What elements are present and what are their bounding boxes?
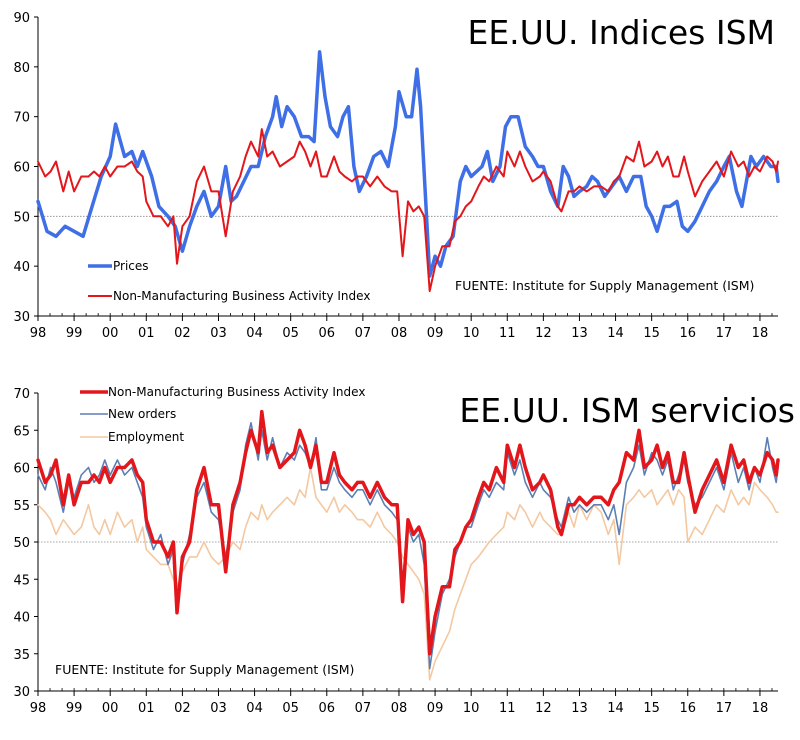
y-tick-label: 30	[13, 310, 30, 325]
x-tick-label: 10	[463, 326, 480, 341]
ism-services-chart: 30 35 40 45 50 55 60 65 70 98 99 00 01 02 03 04 05 06 07 08…	[0, 370, 800, 740]
series-line-prices	[36, 50, 780, 278]
x-tick-label: 12	[535, 701, 552, 716]
series-line-non-manufacturing-business-activity-index	[36, 409, 780, 656]
x-tick-label: 03	[210, 701, 227, 716]
y-tick-label: 45	[13, 573, 30, 588]
ism-indices-chart: 30 40 50 60 70 80 90 98 99 00 01 02 03 04 05 06 07 08 09 10…	[0, 0, 800, 360]
y-tick-label: 70	[13, 111, 30, 126]
chart-title: EE.UU. Indices ISM	[467, 13, 775, 52]
y-tick-label: 90	[13, 11, 30, 26]
x-tick-label: 06	[319, 326, 336, 341]
legend: Non-Manufacturing Business Activity Inde…	[80, 385, 365, 444]
x-tick-label: 02	[174, 326, 191, 341]
x-tick-label: 01	[138, 326, 155, 341]
y-tick-label: 35	[13, 648, 30, 663]
series-line-employment	[37, 466, 779, 681]
x-tick-label: 11	[499, 326, 516, 341]
source-label: FUENTE: Institute for Supply Management …	[455, 278, 754, 293]
x-tick-label: 16	[679, 701, 696, 716]
x-tick-label: 13	[571, 326, 588, 341]
x-tick-label: 15	[643, 326, 660, 341]
x-tick-label: 04	[246, 701, 263, 716]
x-tick-label: 98	[30, 326, 47, 341]
x-tick-label: 09	[427, 701, 444, 716]
y-tick-label: 70	[13, 387, 30, 402]
x-tick-label: 07	[355, 326, 372, 341]
y-tick-label: 40	[13, 611, 30, 626]
x-tick-label: 00	[102, 701, 119, 716]
y-tick-label: 30	[13, 685, 30, 700]
x-tick-label: 00	[102, 326, 119, 341]
x-tick-label: 14	[607, 701, 624, 716]
x-tick-label: 07	[355, 701, 372, 716]
legend: Prices Non-Manufacturing Business Activi…	[88, 259, 370, 303]
series-line-non-manufacturing-business-activity-index	[37, 128, 779, 293]
x-tick-label: 13	[571, 701, 588, 716]
y-tick-label: 80	[13, 61, 30, 76]
x-tick-label: 98	[30, 701, 47, 716]
x-tick-label: 05	[282, 326, 299, 341]
x-tick-label: 12	[535, 326, 552, 341]
legend-label-business-activity: Non-Manufacturing Business Activity Inde…	[113, 289, 370, 303]
y-tick-label: 50	[13, 210, 30, 225]
ism-services-chart-svg: 30 35 40 45 50 55 60 65 70 98 99 00 01 02 03 04 05 06 07 08…	[13, 385, 795, 716]
y-tick-label: 60	[13, 462, 30, 477]
x-tick-label: 18	[752, 326, 769, 341]
y-tick-label: 55	[13, 499, 30, 514]
x-tick-label: 17	[716, 701, 733, 716]
x-tick-label: 08	[391, 326, 408, 341]
x-tick-label: 11	[499, 701, 516, 716]
x-tick-label: 10	[463, 701, 480, 716]
x-tick-label: 02	[174, 701, 191, 716]
y-tick-label: 65	[13, 424, 30, 439]
x-tick-label: 03	[210, 326, 227, 341]
x-tick-label: 17	[716, 326, 733, 341]
x-tick-label: 99	[66, 701, 83, 716]
x-tick-label: 18	[752, 701, 769, 716]
x-tick-label: 06	[319, 701, 336, 716]
x-tick-label: 99	[66, 326, 83, 341]
x-tick-label: 09	[427, 326, 444, 341]
x-tick-label: 04	[246, 326, 263, 341]
chart-title: EE.UU. ISM servicios	[459, 391, 795, 430]
ism-indices-chart-svg: 30 40 50 60 70 80 90 98 99 00 01 02 03 04 05 06 07 08 09 10…	[13, 11, 780, 341]
y-tick-label: 50	[13, 536, 30, 551]
legend-label-prices: Prices	[113, 259, 149, 273]
x-tick-label: 16	[679, 326, 696, 341]
y-tick-label: 60	[13, 161, 30, 176]
legend-label-new-orders: New orders	[108, 407, 176, 421]
legend-label-business-activity: Non-Manufacturing Business Activity Inde…	[108, 385, 365, 399]
x-tick-label: 15	[643, 701, 660, 716]
x-tick-label: 05	[282, 701, 299, 716]
plot-area: 30 35 40 45 50 55 60 65 70 98 99 00 01 02 03 04 05 06 07 08…	[13, 387, 780, 716]
y-tick-label: 40	[13, 260, 30, 275]
x-tick-label: 14	[607, 326, 624, 341]
source-label: FUENTE: Institute for Supply Management …	[55, 662, 354, 677]
x-tick-label: 08	[391, 701, 408, 716]
legend-label-employment: Employment	[108, 430, 184, 444]
plot-area: 30 40 50 60 70 80 90 98 99 00 01 02 03 04 05 06 07 08 09 10…	[13, 11, 780, 341]
x-tick-label: 01	[138, 701, 155, 716]
